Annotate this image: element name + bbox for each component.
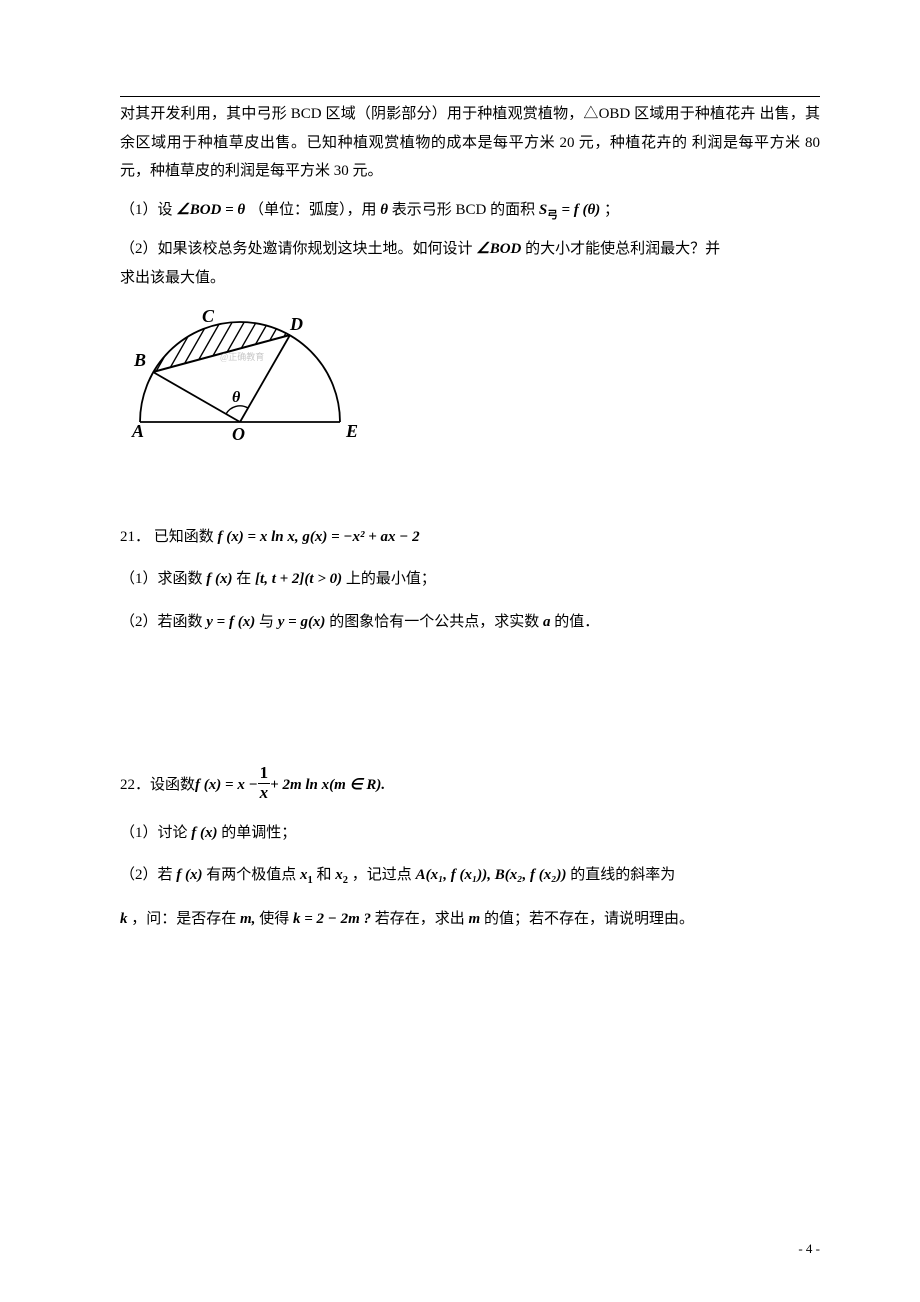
p20-sub1-theta: θ [380,202,388,218]
p22-stem: 22． 设函数 f (x) = x − 1 x + 2m ln x(m ∈ R)… [120,766,820,804]
p21-stem-math: f (x) = x ln x, g(x) = −x² + ax − 2 [218,529,420,545]
problem-20-continuation: 对其开发利用，其中弓形 BCD 区域（阴影部分）用于种植观赏植物，△OBD 区域… [120,100,820,463]
p21-number: 21． [120,529,150,545]
p21-sub2-mid: 与 [259,614,278,630]
p20-sub1-mid: （单位：弧度），用 [249,202,377,218]
p20-diagram: A B C D E O θ @正确教育 [120,302,820,463]
p21-sub2-ygx: y = g(x) [278,614,326,630]
semicircle-arc [140,322,340,422]
p22-sub2-x2sub: 2 [343,875,348,886]
p22-sub3-m1: m, [240,911,255,927]
p22-sub3-k: k [120,911,128,927]
p21-stem-prefix: 已知函数 [154,529,218,545]
p22-frac: 1 x [258,764,271,802]
p20-sub1: （1）设 ∠BOD = θ （单位：弧度），用 θ 表示弓形 BCD 的面积 S… [120,196,820,226]
p21-sub1-interval: [t, t + 2](t > 0) [255,571,342,587]
p22-sub2-mid2: ，记过点 [352,867,416,883]
p22-sub1-prefix: （1）讨论 [120,825,191,841]
p22-sub3-eq: k = 2 − 2m ? [293,911,371,927]
p20-sub2-angle: ∠BOD [476,241,521,257]
label-theta: θ [232,389,241,406]
p22-sub3: k ，问：是否存在 m, 使得 k = 2 − 2m ? 若存在，求出 m 的值… [120,905,820,934]
p22-sub2-end1: 的直线的斜率为 [570,867,675,883]
label-O: O [232,424,245,444]
p21-sub1: （1）求函数 f (x) 在 [t, t + 2](t > 0) 上的最小值； [120,565,820,594]
label-B: B [133,350,146,370]
p22-sub3-mid2: 使得 [259,911,293,927]
page-content: 对其开发利用，其中弓形 BCD 区域（阴影部分）用于种植观赏植物，△OBD 区域… [120,100,820,934]
semicircle-diagram-svg: A B C D E O θ @正确教育 [120,302,380,452]
p20-sub2-l1: （2）如果该校总务处邀请你规划这块土地。如何设计 [120,241,473,257]
p21-sub2: （2）若函数 y = f (x) 与 y = g(x) 的图象恰有一个公共点，求… [120,608,820,637]
p22-stem-pre: f (x) = x − [195,771,258,800]
p22-sub2-mid1: 有两个极值点 [206,867,300,883]
p20-sub1-prefix: （1）设 [120,202,173,218]
diagram-watermark: @正确教育 [220,351,264,362]
radius-od [240,335,290,422]
p21-sub2-prefix: （2）若函数 [120,614,206,630]
p22-sub2-pts: A(x₁, f (x₁)), B(x₂, f (x₂)) [416,867,567,883]
p21-sub1-prefix: （1）求函数 [120,571,206,587]
label-D: D [289,314,303,334]
p21-sub2-a: a [543,614,551,630]
p22-sub2-x2: x [335,867,343,883]
p22-sub3-end: 的值；若不存在，请说明理由。 [484,911,694,927]
label-E: E [345,421,358,441]
p22-sub2-and: 和 [317,867,336,883]
radius-ob [153,372,240,422]
p22-sub3-mid3: 若存在，求出 [375,911,469,927]
label-C: C [202,306,215,326]
p22-sub1-end: 的单调性； [221,825,296,841]
p22-sub2: （2）若 f (x) 有两个极值点 x1 和 x2 ，记过点 A(x₁, f (… [120,861,820,891]
problem-22: 22． 设函数 f (x) = x − 1 x + 2m ln x(m ∈ R)… [120,766,820,933]
label-A: A [131,421,144,441]
p21-sub1-fx: f (x) [206,571,232,587]
p22-sub2-x1: x [300,867,308,883]
p22-stem-post: + 2m ln x(m ∈ R). [270,771,385,800]
p20-sub1-end: ； [604,202,619,218]
p20-sub2-l1b: 的大小才能使总利润最大？并 [525,241,720,257]
p20-intro: 对其开发利用，其中弓形 BCD 区域（阴影部分）用于种植观赏植物，△OBD 区域… [120,100,820,186]
p20-sub1-mid2: 表示弓形 BCD 的面积 [392,202,535,218]
p20-intro-text1: 对其开发利用，其中弓形 BCD 区域（阴影部分）用于种植观赏植物，△OBD 区域… [120,106,756,122]
p22-sub3-m2: m [469,911,481,927]
p22-sub2-x1sub: 1 [308,875,313,886]
p20-sub2-l2: 求出该最大值。 [120,270,225,286]
p20-sub1-eq: = f (θ) [561,202,600,218]
problem-21: 21． 已知函数 f (x) = x ln x, g(x) = −x² + ax… [120,523,820,637]
p20-sub2: （2）如果该校总务处邀请你规划这块土地。如何设计 ∠BOD 的大小才能使总利润最… [120,235,820,292]
p22-sub3-mid1: ，问：是否存在 [131,911,240,927]
p21-stem: 21． 已知函数 f (x) = x ln x, g(x) = −x² + ax… [120,523,820,552]
p21-sub2-mid2: 的图象恰有一个公共点，求实数 [329,614,543,630]
p22-stem-prefix: 设函数 [150,771,195,800]
page-number: - 4 - [798,1237,820,1262]
p21-sub2-yfx: y = f (x) [206,614,255,630]
p22-sub1: （1）讨论 f (x) 的单调性； [120,819,820,848]
p22-frac-den: x [258,784,271,803]
p20-sub1-S: S [539,202,547,218]
p20-sub1-Ssub: 弓 [547,210,558,221]
p22-frac-num: 1 [258,764,271,784]
header-rule [120,96,820,97]
p22-sub2-prefix: （2）若 [120,867,176,883]
p20-sub1-angle: ∠BOD = θ [176,202,245,218]
p21-sub2-end: 的值． [554,614,599,630]
p21-sub1-end: 上的最小值； [346,571,436,587]
p22-sub1-fx: f (x) [191,825,217,841]
p22-number: 22． [120,771,150,800]
p21-sub1-mid: 在 [236,571,255,587]
p22-sub2-fx: f (x) [176,867,202,883]
